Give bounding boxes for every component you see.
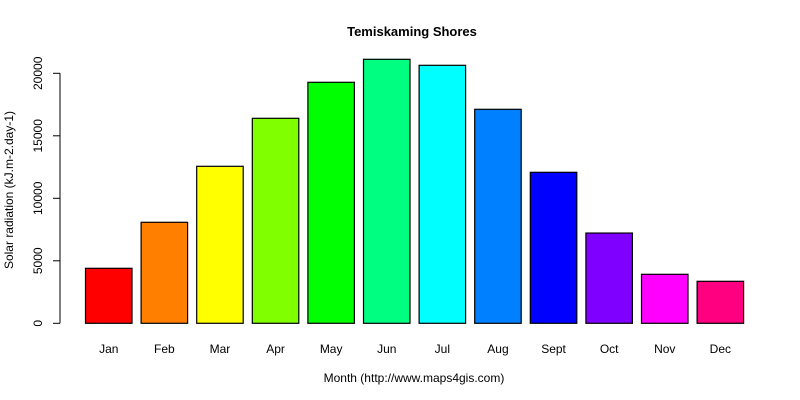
x-tick-label: Oct: [600, 342, 619, 356]
x-tick-label: Nov: [654, 342, 675, 356]
bar-may: [307, 81, 355, 324]
x-tick-label: Feb: [154, 342, 175, 356]
x-tick-label: Aug: [487, 342, 508, 356]
bar-jan: [84, 267, 133, 324]
x-tick-label: Jun: [377, 342, 396, 356]
x-tick-label: May: [320, 342, 343, 356]
bar-feb: [140, 221, 189, 324]
bar-sept: [529, 171, 578, 324]
bar-jun: [362, 58, 411, 324]
bar-dec: [696, 280, 745, 324]
x-tick-label: Mar: [210, 342, 231, 356]
y-axis: 0 5000 10000 15000 20000: [31, 56, 61, 327]
y-tick-label: 5000: [31, 247, 45, 274]
x-axis-labels: Jan Feb Mar Apr May Jun Jul Aug Sept Oct Nov Dec: [99, 342, 731, 356]
bar-mar: [196, 165, 244, 324]
x-tick-label: Dec: [710, 342, 731, 356]
x-tick-label: Jan: [99, 342, 118, 356]
y-tick-label: 0: [31, 320, 45, 327]
bar-apr: [251, 117, 300, 324]
y-tick-label: 15000: [31, 119, 45, 153]
bar-oct: [585, 232, 634, 324]
y-axis-label: Solar radiation (kJ.m-2.day-1): [2, 111, 16, 269]
x-tick-label: Jul: [435, 342, 450, 356]
bar-aug: [474, 108, 522, 324]
chart-title: Temiskaming Shores: [347, 24, 477, 39]
y-tick-label: 20000: [31, 56, 45, 90]
bar-jul: [418, 64, 467, 324]
x-tick-label: Sept: [541, 342, 566, 356]
x-tick-label: Apr: [266, 342, 285, 356]
bars: [84, 58, 745, 324]
x-axis-label: Month (http://www.maps4gis.com): [324, 371, 505, 385]
bar-nov: [640, 273, 689, 324]
y-tick-label: 10000: [31, 181, 45, 215]
